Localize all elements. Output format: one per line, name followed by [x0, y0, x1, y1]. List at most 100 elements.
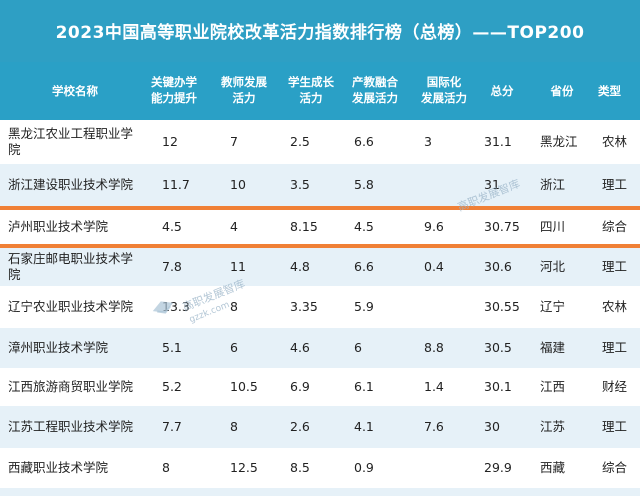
school-name: 泸州职业技术学院: [8, 219, 148, 235]
cell-key: 4.5: [162, 219, 182, 234]
cell-type: 综合: [602, 460, 628, 475]
title-bar: [0, 0, 640, 62]
cell-type: 农林: [602, 299, 628, 314]
table-row: 黑龙江农业工程职业学院 12 7 2.5 6.6 3 31.1 黑龙江 农林: [0, 120, 640, 164]
cell-industry: 4.5: [354, 219, 374, 234]
school-name-line2: 院: [8, 267, 21, 282]
school-name-line1: 黑龙江农业工程职业学: [8, 126, 134, 141]
cell-intl: 1.4: [424, 379, 444, 394]
cell-province: 西藏: [540, 460, 566, 475]
cell-key: 8: [162, 460, 170, 475]
cell-student: 8.5: [290, 460, 310, 475]
cell-teacher: 10: [230, 177, 246, 192]
table-row: 西藏职业技术学院 8 12.5 8.5 0.9 29.9 西藏 综合: [0, 448, 640, 488]
cell-type: 财经: [602, 379, 628, 394]
cell-intl: 8.8: [424, 340, 444, 355]
cell-industry: 6.1: [354, 379, 374, 394]
cell-type: 理工: [602, 419, 628, 434]
cell-teacher: 8: [230, 419, 238, 434]
cell-key: 5.2: [162, 379, 182, 394]
school-name-line1: 辽宁农业职业技术学院: [8, 299, 134, 314]
col-header-name: 学校名称: [52, 84, 98, 98]
cell-teacher: 12.5: [230, 460, 258, 475]
watermark-logo-icon: [148, 294, 179, 320]
cell-teacher: 6: [230, 340, 238, 355]
cell-industry: 5.9: [354, 299, 374, 314]
table-row: 江苏工程职业技术学院 7.7 8 2.6 4.1 7.6 30 江苏 理工: [0, 406, 640, 448]
school-name-line1: 江苏工程职业技术学院: [8, 419, 134, 434]
col-header-key: 关键办学 能力提升: [151, 75, 197, 105]
table-row: 石家庄邮电职业技术学院 7.8 11 4.8 6.6 0.4 30.6 河北 理工: [0, 248, 640, 286]
cell-total: 30.1: [484, 379, 512, 394]
cell-total: 30.6: [484, 259, 512, 274]
school-name: 江西旅游商贸职业学院: [8, 379, 148, 395]
school-name: 黑龙江农业工程职业学院: [8, 126, 148, 158]
cell-key: 11.7: [162, 177, 190, 192]
cell-student: 2.5: [290, 134, 310, 149]
table-row: 江西旅游商贸职业学院 5.2 10.5 6.9 6.1 1.4 30.1 江西 财经: [0, 368, 640, 406]
cell-province: 四川: [540, 219, 566, 234]
cell-intl: 0.4: [424, 259, 444, 274]
cell-province: 河北: [540, 259, 566, 274]
col-header-industry: 产教融合 发展活力: [352, 75, 398, 105]
cell-student: 2.6: [290, 419, 310, 434]
cell-industry: 6.6: [354, 259, 374, 274]
cell-key: 7.7: [162, 419, 182, 434]
cell-type: 综合: [602, 219, 628, 234]
col-header-total: 总分: [490, 84, 514, 98]
cell-total: 30: [484, 419, 500, 434]
cell-industry: 4.1: [354, 419, 374, 434]
school-name-line1: 漳州职业技术学院: [8, 340, 109, 355]
cell-teacher: 11: [230, 259, 246, 274]
cell-total: 31: [484, 177, 500, 192]
cell-province: 福建: [540, 340, 566, 355]
cell-total: 30.5: [484, 340, 512, 355]
table-row: 浙江建设职业技术学院 11.7 10 3.5 5.8 31 浙江 理工: [0, 164, 640, 206]
cell-student: 8.15: [290, 219, 318, 234]
cell-type: 理工: [602, 340, 628, 355]
cell-total: 30.75: [484, 219, 520, 234]
cell-type: 理工: [602, 259, 628, 274]
school-name: 漳州职业技术学院: [8, 340, 148, 356]
school-name-line1: 浙江建设职业技术学院: [8, 177, 134, 192]
cell-teacher: 10.5: [230, 379, 258, 394]
cell-intl: 7.6: [424, 419, 444, 434]
table-header: 学校名称 关键办学 能力提升 教师发展 活力 学生成长 活力 产教融合 发展活力 国际化…: [0, 62, 640, 120]
cell-province: 江苏: [540, 419, 566, 434]
page-title: 2023中国高等职业院校改革活力指数排行榜（总榜）——TOP200: [55, 23, 585, 43]
cell-student: 6.9: [290, 379, 310, 394]
cell-industry: 6: [354, 340, 362, 355]
cell-industry: 0.9: [354, 460, 374, 475]
cell-key: 12: [162, 134, 178, 149]
col-header-teacher: 教师发展 活力: [221, 75, 267, 105]
school-name-line2: 院: [8, 142, 21, 157]
school-name: 浙江建设职业技术学院: [8, 177, 148, 193]
cell-student: 3.35: [290, 299, 318, 314]
highlight-line-bottom: [0, 244, 640, 248]
school-name: 江苏工程职业技术学院: [8, 419, 148, 435]
cell-key: 7.8: [162, 259, 182, 274]
cell-intl: 3: [424, 134, 432, 149]
cell-student: 4.6: [290, 340, 310, 355]
highlight-line-top: [0, 206, 640, 210]
cell-teacher: 8: [230, 299, 238, 314]
col-header-student: 学生成长 活力: [288, 75, 334, 105]
cell-province: 辽宁: [540, 299, 566, 314]
school-name: 辽宁农业职业技术学院: [8, 299, 148, 315]
school-name-line1: 泸州职业技术学院: [8, 219, 109, 234]
col-header-province: 省份: [550, 84, 574, 98]
cell-industry: 6.6: [354, 134, 374, 149]
school-name-line1: 江西旅游商贸职业学院: [8, 379, 134, 394]
cell-industry: 5.8: [354, 177, 374, 192]
cell-student: 3.5: [290, 177, 310, 192]
school-name: 西藏职业技术学院: [8, 460, 148, 476]
cell-province: 江西: [540, 379, 566, 394]
cell-province: 浙江: [540, 177, 566, 192]
cell-province: 黑龙江: [540, 134, 578, 149]
table-row: 辽宁农业职业技术学院 13.3 8 3.35 5.9 30.55 辽宁 农林: [0, 286, 640, 328]
cell-type: 农林: [602, 134, 628, 149]
cell-student: 4.8: [290, 259, 310, 274]
cell-total: 30.55: [484, 299, 520, 314]
cell-teacher: 4: [230, 219, 238, 234]
cell-total: 29.9: [484, 460, 512, 475]
